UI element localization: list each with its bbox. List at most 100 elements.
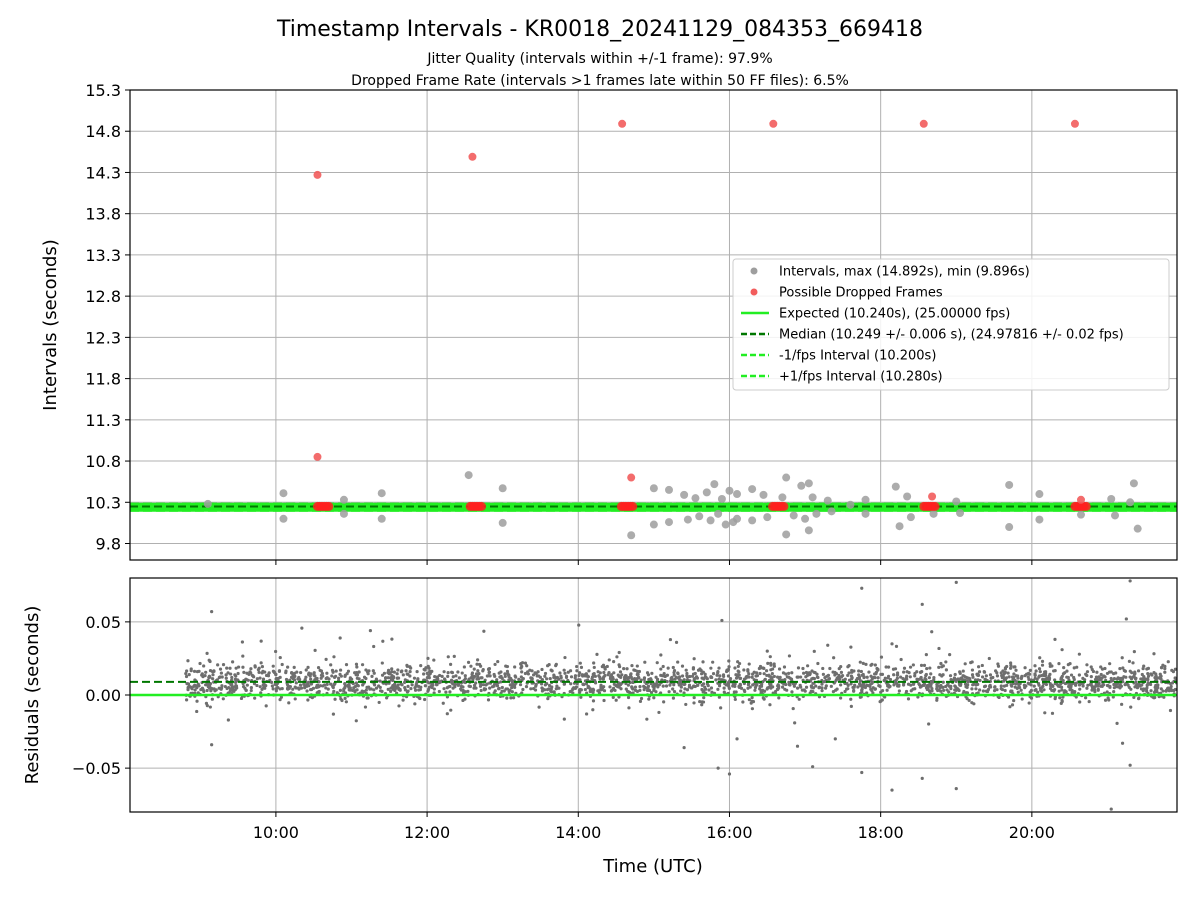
- residual-point: [970, 687, 974, 691]
- dropped-frame-point: [928, 492, 937, 501]
- residual-point: [1129, 687, 1133, 691]
- residual-point: [927, 722, 931, 726]
- residual-point: [918, 670, 923, 674]
- residual-point: [288, 684, 292, 689]
- residual-point: [810, 677, 814, 681]
- residual-point: [1019, 676, 1023, 681]
- residual-point: [398, 688, 402, 692]
- residual-point: [595, 652, 599, 656]
- residual-point: [208, 705, 212, 709]
- residual-point: [1005, 683, 1009, 687]
- residual-point: [709, 675, 713, 679]
- legend-entry: Intervals, max (14.892s), min (9.896s): [750, 265, 1030, 280]
- residual-point: [843, 689, 847, 694]
- residual-point: [1093, 677, 1098, 682]
- top-y-tick-label: 14.3: [85, 163, 121, 182]
- residual-point: [727, 665, 731, 669]
- residual-point: [839, 665, 843, 669]
- residual-point: [834, 688, 838, 692]
- residual-point: [1078, 700, 1082, 704]
- residual-point: [241, 654, 245, 658]
- residual-point: [935, 682, 939, 687]
- residual-point: [383, 676, 388, 680]
- residual-point: [208, 669, 213, 673]
- interval-point: [733, 514, 742, 523]
- residual-point: [672, 673, 676, 677]
- residual-point: [769, 675, 773, 679]
- residual-point: [230, 682, 234, 686]
- residual-point: [781, 671, 786, 675]
- interval-point: [279, 489, 288, 498]
- residual-point: [864, 662, 868, 666]
- residual-point: [218, 667, 223, 671]
- residual-point: [707, 688, 711, 692]
- residual-point: [299, 670, 303, 675]
- interval-point: [706, 516, 715, 525]
- residual-point: [1007, 675, 1011, 679]
- residual-point: [462, 665, 466, 669]
- residual-point: [225, 666, 229, 670]
- residual-point: [787, 671, 791, 675]
- residual-point: [629, 673, 633, 677]
- residual-point: [438, 673, 442, 678]
- residual-point: [1029, 683, 1033, 687]
- residual-point: [441, 701, 445, 705]
- residual-point: [292, 665, 296, 669]
- residual-point: [637, 669, 642, 674]
- residual-point: [653, 684, 657, 688]
- residual-point: [350, 677, 354, 681]
- residual-point: [470, 671, 475, 675]
- residual-point: [856, 685, 860, 689]
- residual-point: [577, 623, 581, 627]
- residual-point: [446, 671, 450, 675]
- residual-point: [717, 666, 721, 670]
- residual-point: [476, 658, 480, 662]
- residual-point: [579, 695, 583, 699]
- residual-point: [826, 673, 831, 677]
- residual-point: [1163, 664, 1167, 668]
- residual-point: [309, 672, 313, 676]
- residual-point: [442, 687, 446, 691]
- residual-point: [578, 661, 582, 665]
- residual-point: [474, 686, 478, 690]
- residual-point: [787, 675, 791, 679]
- residual-point: [924, 686, 929, 690]
- residual-point: [924, 653, 928, 657]
- residual-point: [208, 675, 212, 679]
- residual-point: [1009, 663, 1013, 668]
- residual-point: [1166, 687, 1170, 692]
- residual-point: [568, 689, 572, 694]
- residual-point: [868, 684, 872, 688]
- residual-point: [752, 670, 756, 674]
- residual-point: [212, 669, 216, 673]
- residual-point: [357, 670, 361, 674]
- residual-point: [564, 675, 569, 679]
- residual-point: [346, 684, 350, 688]
- residual-point: [1156, 676, 1160, 680]
- legend-label: Possible Dropped Frames: [779, 286, 943, 301]
- residual-point: [437, 689, 441, 694]
- residual-point: [852, 685, 856, 689]
- residual-point: [405, 690, 410, 694]
- residual-point: [427, 666, 431, 670]
- interval-point: [891, 482, 900, 491]
- residual-point: [1043, 711, 1047, 715]
- residual-point: [1070, 691, 1074, 695]
- residual-point: [1003, 666, 1008, 670]
- residual-point: [676, 671, 680, 675]
- residual-point: [513, 674, 517, 678]
- residual-point: [752, 682, 757, 686]
- residual-point: [930, 687, 934, 691]
- residual-point: [482, 629, 486, 633]
- residual-point: [249, 688, 253, 693]
- residual-point: [333, 697, 337, 701]
- residual-point: [392, 670, 396, 674]
- residual-point: [958, 670, 962, 674]
- residual-point: [1156, 685, 1160, 690]
- x-axis-label: Time (UTC): [602, 856, 703, 877]
- dropped-frame-point: [779, 501, 789, 511]
- residual-point: [913, 674, 917, 678]
- residual-point: [919, 663, 924, 668]
- residual-point: [1120, 741, 1125, 745]
- residual-point: [436, 677, 440, 681]
